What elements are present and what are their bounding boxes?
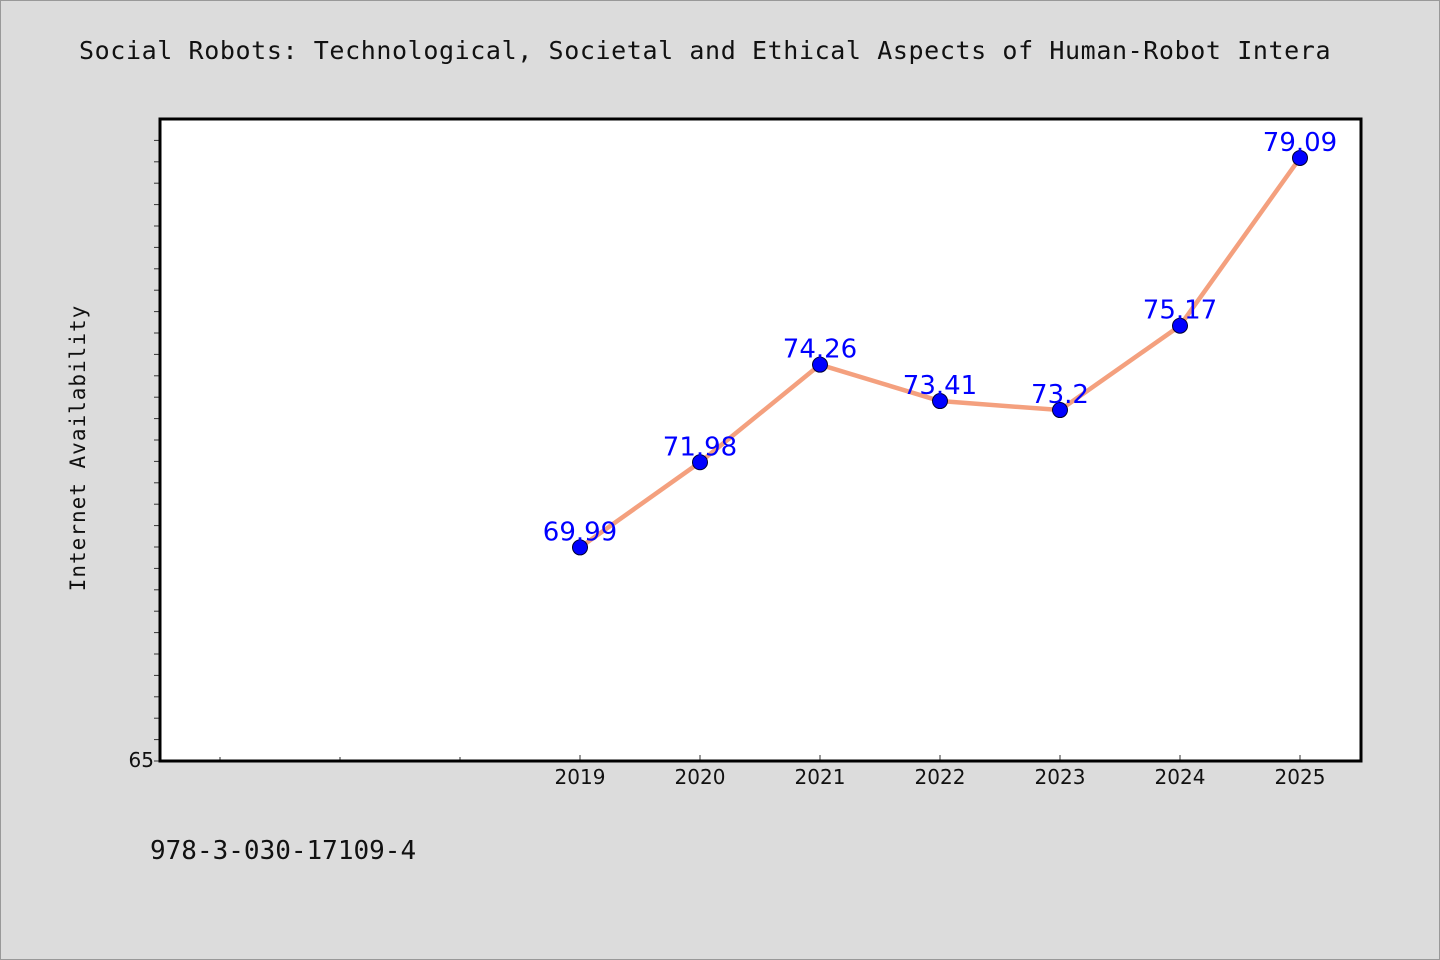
x-tick-label: 2020 <box>675 765 726 789</box>
data-label: 71.98 <box>663 432 737 462</box>
data-point <box>572 539 588 556</box>
x-tick-label: 2023 <box>1035 765 1086 789</box>
y-tick-label: 65 <box>129 748 154 772</box>
x-axis-ticks: 2019 2020 2021 2022 2023 2024 2025 <box>219 755 1326 789</box>
y-axis-ticks: 65 <box>129 139 160 772</box>
data-label: 73.41 <box>903 371 977 401</box>
data-label-layer: 69.99 71.98 74.26 73.41 73.2 75.17 79.09 <box>543 128 1337 547</box>
data-point <box>932 393 948 410</box>
data-point <box>1052 402 1068 419</box>
data-label: 74.26 <box>783 335 857 365</box>
data-point <box>812 356 828 373</box>
data-point <box>1172 317 1188 334</box>
x-tick-label: 2025 <box>1275 765 1326 789</box>
x-tick-label: 2019 <box>555 765 606 789</box>
data-label: 69.99 <box>543 517 617 547</box>
data-label: 75.17 <box>1143 296 1217 326</box>
plot-border <box>158 117 1363 763</box>
x-tick-label: 2021 <box>795 765 846 789</box>
x-tick-label: 2022 <box>915 765 966 789</box>
data-point <box>1292 149 1308 166</box>
data-label: 79.09 <box>1263 128 1337 158</box>
x-tick-label: 2024 <box>1155 765 1206 789</box>
isbn-text: 978-3-030-17109-4 <box>150 836 417 866</box>
series-layer <box>572 149 1308 556</box>
data-point <box>692 454 708 471</box>
chart-title: Social Robots: Technological, Societal a… <box>79 36 1332 65</box>
data-label: 73.2 <box>1031 380 1089 410</box>
plot-area <box>160 119 1361 761</box>
